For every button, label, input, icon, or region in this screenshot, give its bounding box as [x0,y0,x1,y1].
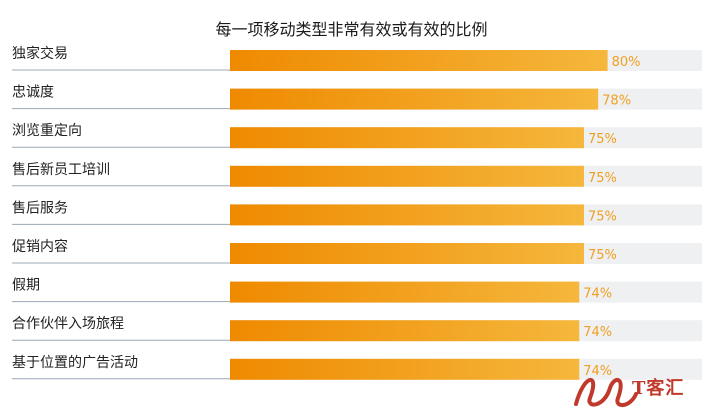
category-label: 浏览重定向 [12,123,82,139]
category-label: 假期 [12,278,40,294]
value-label: 74% [583,325,612,340]
value-label: 75% [588,209,617,224]
value-label: 74% [583,287,612,302]
bar [230,358,580,380]
bar [230,204,584,226]
bar [230,50,608,71]
bar [230,281,580,303]
watermark-logo [574,377,638,407]
bar [230,88,599,110]
category-label: 忠诚度 [12,85,54,101]
category-label: 合作伙伴入场旅程 [12,316,124,332]
value-label: 75% [588,171,617,186]
value-label: 80% [612,55,641,70]
value-label: 75% [588,248,617,263]
category-label: 基于位置的广告活动 [12,354,138,371]
value-label: 74% [583,364,612,379]
bar [230,165,584,187]
category-label: 独家交易 [12,45,68,62]
category-label: 售后服务 [12,200,68,216]
watermark-text: T客汇 [632,378,685,399]
chart-title: 每一项移动类型非常有效或有效的比例 [215,20,488,39]
category-label: 促销内容 [12,238,68,255]
bar [230,127,584,149]
bar [230,243,584,264]
category-label: 售后新员工培训 [12,162,110,178]
value-label: 78% [602,94,631,109]
bar [230,320,580,342]
value-label: 75% [588,132,617,147]
